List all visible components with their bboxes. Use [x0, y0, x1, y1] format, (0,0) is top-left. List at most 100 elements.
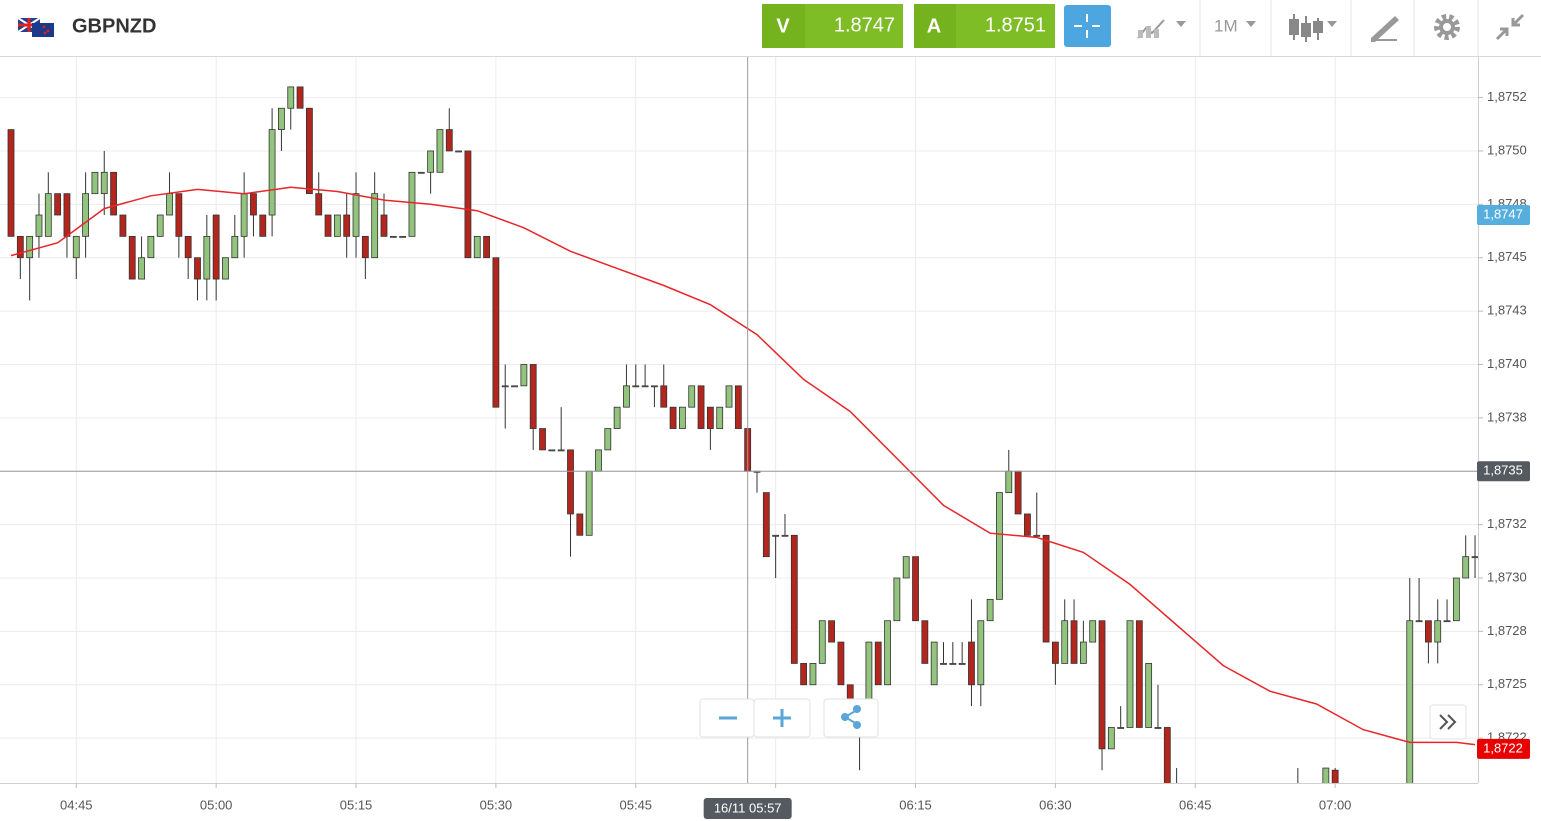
candle-body — [623, 385, 630, 408]
bid-button[interactable]: V 1.8747 — [762, 4, 903, 48]
candle-body — [1024, 513, 1031, 536]
candle-body — [1425, 620, 1432, 643]
candle-body — [250, 193, 257, 216]
candle-body — [1397, 792, 1403, 813]
price-marker — [1477, 205, 1530, 226]
candle-body — [576, 513, 584, 536]
candle-body — [464, 150, 472, 259]
candle-body — [175, 193, 183, 237]
share-button[interactable] — [823, 698, 879, 738]
candle-body — [912, 556, 919, 622]
crosshair-x-marker — [703, 798, 792, 819]
settings-button[interactable] — [1434, 14, 1460, 40]
candle-body — [278, 107, 285, 130]
candle-body — [604, 428, 612, 451]
candle-body — [1211, 792, 1217, 813]
candle-body — [520, 364, 528, 387]
candle-body — [781, 534, 789, 537]
y-tick-label: 1,8730 — [1487, 569, 1527, 584]
candle-body — [1258, 792, 1264, 813]
crosshair-button[interactable] — [1064, 5, 1111, 47]
timeframe-button[interactable]: 1M — [1214, 16, 1256, 35]
price-marker-label: 1,8722 — [1483, 740, 1523, 755]
candle-body — [44, 193, 52, 237]
candle-body — [1434, 620, 1442, 643]
x-tick-label: 05:00 — [200, 797, 233, 812]
candle-body — [1379, 813, 1385, 814]
zoom-out-button[interactable] — [699, 698, 755, 738]
candle-body — [389, 235, 397, 238]
candle-style-button[interactable] — [1289, 14, 1337, 42]
candle-body — [1042, 534, 1050, 643]
candle-body — [184, 235, 192, 259]
candle-body — [1033, 534, 1041, 537]
candle-body — [567, 449, 574, 515]
x-tick-label: 07:00 — [1319, 797, 1352, 812]
candle-body — [818, 620, 826, 664]
price-marker — [1477, 738, 1530, 759]
candle-body — [716, 406, 724, 429]
candle-body — [7, 129, 15, 237]
candle-body — [380, 214, 388, 237]
drawing-button[interactable] — [1371, 16, 1399, 42]
x-tick-label: 04:45 — [60, 797, 93, 812]
candle-body — [212, 214, 220, 280]
candle-body — [287, 86, 295, 109]
candle-body — [679, 406, 686, 429]
candle-body — [399, 235, 407, 238]
candle-body — [1014, 470, 1022, 515]
candle-body — [361, 235, 369, 259]
candle-body — [1089, 620, 1097, 643]
candle-body — [417, 171, 425, 174]
chart-type-button[interactable] — [1137, 19, 1186, 39]
y-tick-label: 1,8725 — [1487, 676, 1527, 691]
candle-body — [613, 406, 621, 429]
candle-body — [343, 214, 351, 237]
candle-body — [595, 449, 602, 472]
candle-body — [194, 257, 201, 280]
candles — [7, 86, 1478, 814]
y-tick-label: 1,8750 — [1487, 142, 1527, 157]
candle-body — [688, 385, 696, 408]
candle-body — [539, 428, 546, 451]
candle-body — [1276, 792, 1282, 813]
moving-average-line — [10, 186, 1476, 746]
candle-body — [1304, 792, 1310, 813]
crosshair-y-label: 1,8735 — [1483, 463, 1523, 478]
candle-body — [585, 470, 593, 536]
candle-body — [837, 641, 845, 686]
candle-body — [1145, 663, 1153, 728]
collapse-button[interactable] — [1495, 13, 1525, 41]
candle-body — [1079, 641, 1087, 664]
candle-body — [958, 663, 966, 665]
y-tick-label: 1,8728 — [1487, 623, 1527, 638]
candle-body — [940, 663, 947, 665]
ask-price: 1.8751 — [985, 14, 1046, 36]
crosshair-x-label: 16/11 05:57 — [714, 800, 782, 815]
candle-body — [1360, 792, 1366, 813]
flag-icon — [17, 17, 54, 37]
candle-body — [1351, 813, 1357, 814]
candle-body — [921, 620, 929, 664]
candle-body — [1286, 792, 1292, 813]
ask-button[interactable]: A 1.8751 — [914, 4, 1055, 48]
candle-body — [240, 193, 248, 237]
candle-body — [501, 385, 509, 388]
candle-body — [1462, 556, 1470, 579]
candle-body — [72, 235, 80, 259]
zoom-in-button[interactable] — [753, 698, 811, 738]
candle-body — [968, 641, 975, 686]
candle-body — [268, 129, 276, 216]
candle-body — [296, 86, 304, 109]
x-tick-label: 06:30 — [1039, 797, 1072, 812]
candle-body — [128, 235, 136, 280]
candle-body — [651, 385, 658, 388]
candle-body — [865, 641, 873, 707]
candle-body — [427, 150, 435, 173]
candle-body — [1388, 792, 1394, 813]
candle-body — [884, 620, 891, 686]
scroll-right-button[interactable] — [1429, 704, 1467, 740]
price-marker-label: 1,8747 — [1483, 206, 1523, 221]
y-tick-label: 1,8745 — [1487, 249, 1527, 264]
